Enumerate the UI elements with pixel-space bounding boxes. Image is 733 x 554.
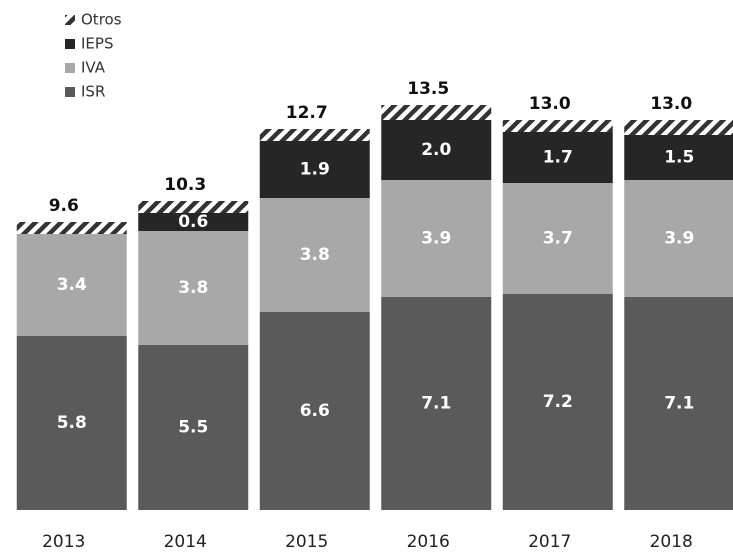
bar-segment (502, 132, 613, 183)
legend-swatch (65, 87, 75, 97)
bar-segment (259, 141, 370, 198)
data-label: 1.7 (543, 148, 573, 168)
bar-segment (259, 129, 370, 141)
data-label: 2.0 (421, 140, 451, 160)
total-label: 9.6 (49, 196, 79, 216)
legend-swatch (65, 39, 75, 49)
data-label: 3.9 (664, 229, 694, 249)
data-label: 7.1 (421, 394, 451, 414)
x-tick-label: 2016 (407, 532, 450, 552)
bar-segment (381, 120, 492, 180)
bar-segment (624, 135, 733, 180)
bar-segment (381, 297, 492, 510)
data-label: 3.9 (421, 229, 451, 249)
legend-swatch (65, 63, 75, 73)
data-label: 3.7 (543, 229, 573, 249)
data-label: 1.9 (300, 160, 330, 180)
data-label: 5.8 (57, 413, 87, 433)
data-label: 0.6 (178, 212, 208, 232)
bar-segment (16, 234, 127, 336)
x-tick-label: 2013 (42, 532, 85, 552)
data-label: 3.4 (57, 275, 87, 295)
total-label: 10.3 (164, 175, 206, 195)
data-label: 6.6 (300, 401, 330, 421)
bar-segment (381, 105, 492, 120)
legend-label: ISR (81, 83, 105, 101)
bar-segment (16, 222, 127, 234)
bar-segment (624, 297, 733, 510)
bar-segment (138, 201, 249, 213)
data-label: 7.1 (664, 394, 694, 414)
data-label: 5.5 (178, 418, 208, 438)
bar-segment (259, 198, 370, 312)
legend-label: IEPS (81, 35, 113, 53)
bar-segment (502, 183, 613, 294)
data-label: 3.8 (300, 245, 330, 265)
bar-segment (502, 120, 613, 132)
data-label: 1.5 (664, 148, 694, 168)
bar-segment (381, 180, 492, 297)
bar-segment (502, 294, 613, 510)
total-label: 13.0 (529, 94, 571, 114)
bar-segment (138, 231, 249, 345)
data-label: 3.8 (178, 278, 208, 298)
bar-segment (624, 120, 733, 135)
x-tick-label: 2014 (164, 532, 207, 552)
legend-swatch (65, 15, 75, 25)
bar-segment (259, 312, 370, 510)
legend-label: IVA (81, 59, 106, 77)
bar-segment (138, 213, 249, 231)
bar-segment (16, 336, 127, 510)
total-label: 12.7 (286, 103, 328, 123)
bar-segment (624, 180, 733, 297)
x-tick-label: 2017 (528, 532, 571, 552)
x-tick-label: 2015 (285, 532, 328, 552)
legend-label: Otros (81, 11, 122, 29)
data-label: 7.2 (543, 392, 573, 412)
x-tick-label: 2018 (650, 532, 693, 552)
total-label: 13.5 (407, 79, 449, 99)
total-label: 13.0 (650, 94, 692, 114)
bar-segment (138, 345, 249, 510)
